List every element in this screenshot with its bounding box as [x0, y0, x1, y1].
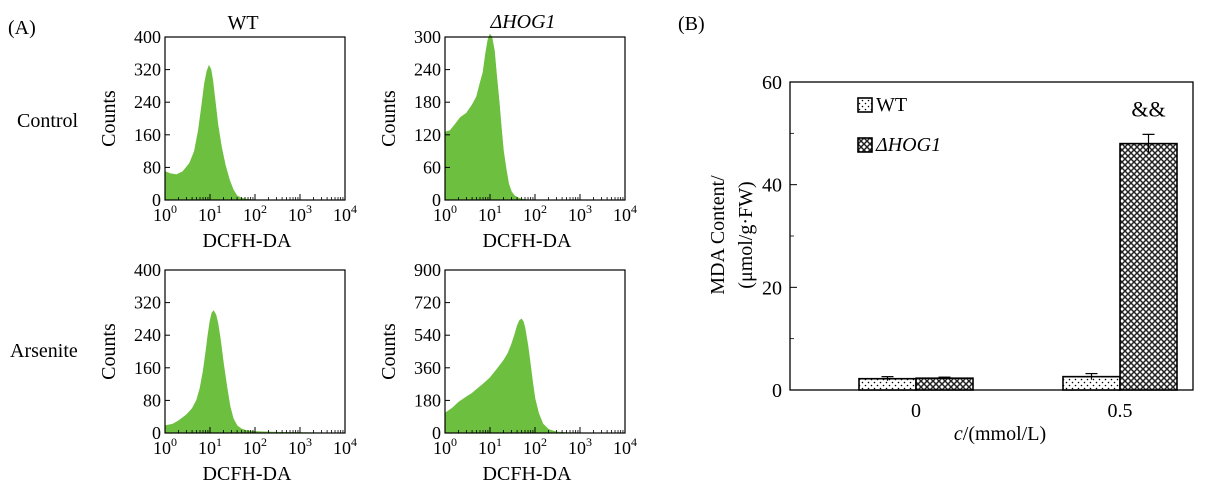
y-axis-label: Counts [98, 323, 120, 380]
y-axis-label: Counts [378, 323, 400, 380]
y-tick-label: 0 [772, 380, 782, 402]
x-tick-label: 100 [153, 202, 177, 225]
x-tick-label: 104 [333, 435, 357, 458]
y-tick-label: 240 [134, 92, 161, 112]
y-tick-label: 900 [414, 260, 441, 280]
y-tick-label: 80 [143, 157, 161, 177]
x-tick-label: 101 [198, 202, 222, 225]
x-tick-label: 104 [613, 202, 637, 225]
x-axis-label: DCFH-DA [203, 230, 292, 252]
histogram-area [444, 33, 625, 201]
y-tick-label: 0 [432, 190, 441, 210]
y-tick-label: 160 [134, 125, 161, 145]
x-tick-label: 100 [433, 435, 457, 458]
x-axis-label: DCFH-DA [483, 230, 572, 252]
x-tick-label: 103 [288, 202, 312, 225]
x-tick-label: 103 [568, 435, 592, 458]
significance-marker: && [1131, 96, 1165, 121]
y-tick-label: 160 [134, 358, 161, 378]
x-tick-label: 0 [911, 400, 921, 422]
row-label-control: Control [17, 110, 79, 132]
y-tick-label: 180 [414, 92, 441, 112]
legend-swatch-wt [857, 97, 873, 113]
x-tick-label: 104 [613, 435, 637, 458]
y-axis-label: Counts [378, 90, 400, 147]
y-tick-label: 0 [152, 423, 161, 443]
y-tick-label: 0 [152, 190, 161, 210]
y-tick-label: 20 [762, 277, 782, 299]
histogram-hog1-arsenite: 0 180 360 540 720 900 100 101 102 103 104 DCFH-DA Co… [378, 260, 637, 485]
y-tick-label: 400 [134, 260, 161, 280]
x-axis-label: DCFH-DA [203, 463, 292, 485]
x-tick-label: 101 [198, 435, 222, 458]
y-tick-label: 540 [414, 325, 441, 345]
y-tick-label: 120 [414, 125, 441, 145]
y-tick-label: 720 [414, 293, 441, 313]
column-title-hog1: ΔHOG1 [489, 11, 555, 33]
bar-hog1-0 [915, 377, 974, 391]
x-tick-label: 103 [568, 202, 592, 225]
y-tick-label: 360 [414, 358, 441, 378]
y-tick-label: 40 [762, 175, 782, 197]
y-axis-label: Counts [98, 90, 120, 147]
y-tick-label: 300 [414, 27, 441, 47]
x-tick-label: 101 [478, 435, 502, 458]
row-label-arsenite: Arsenite [10, 340, 78, 362]
histogram-panels: 0 80 160 240 320 400 100 101 102 103 104 DCFH-DA Cou… [98, 27, 637, 485]
x-tick-label: 100 [153, 435, 177, 458]
y-tick-label: 320 [134, 60, 161, 80]
y-tick-label: 240 [134, 325, 161, 345]
y-axis-label-line2: (μmol/g·FW) [735, 181, 757, 288]
y-axis-label-line1: MDA Content/ [707, 175, 729, 295]
histogram-area [164, 64, 345, 201]
x-axis-label: c/(mmol/L) [954, 423, 1046, 445]
panel-a-label: (A) [8, 17, 36, 39]
y-tick-label: 60 [423, 157, 441, 177]
legend-label-wt: WT [876, 94, 907, 116]
y-tick-label: 60 [762, 72, 782, 94]
x-tick-label: 102 [523, 435, 547, 458]
mda-bar-chart: 0 20 40 60 0 0.5 && WT ΔHOG1 c/(mmol/L) MDA Conten… [707, 72, 1194, 445]
x-tick-label: 102 [243, 202, 267, 225]
legend-label-hog1: ΔHOG1 [875, 134, 941, 156]
y-tick-label: 80 [143, 390, 161, 410]
y-tick-label: 320 [134, 293, 161, 313]
x-tick-label: 104 [333, 202, 357, 225]
x-tick-label: 100 [433, 202, 457, 225]
histogram-wt-arsenite: 0 80 160 240 320 400 100 101 102 103 104 DCFH-DA Cou… [98, 260, 357, 485]
histogram-area [164, 310, 346, 434]
x-axis-label: DCFH-DA [483, 463, 572, 485]
y-tick-label: 0 [432, 423, 441, 443]
x-tick-label: 0.5 [1108, 400, 1133, 422]
column-title-wt: WT [227, 12, 258, 34]
legend-swatch-hog1 [857, 137, 873, 153]
x-tick-label: 103 [288, 435, 312, 458]
bar-hog1-1 [1119, 142, 1178, 391]
histogram-hog1-control: 0 60 120 180 240 300 100 101 102 103 104 DCFH-DA Cou… [378, 27, 637, 252]
y-tick-label: 240 [414, 60, 441, 80]
x-tick-label: 102 [243, 435, 267, 458]
histogram-wt-control: 0 80 160 240 320 400 100 101 102 103 104 DCFH-DA Cou… [98, 27, 357, 252]
histogram-area [444, 318, 626, 434]
x-tick-label: 101 [478, 202, 502, 225]
x-tick-label: 102 [523, 202, 547, 225]
y-tick-label: 400 [134, 27, 161, 47]
panel-b-label: (B) [678, 13, 705, 35]
y-tick-label: 180 [414, 390, 441, 410]
